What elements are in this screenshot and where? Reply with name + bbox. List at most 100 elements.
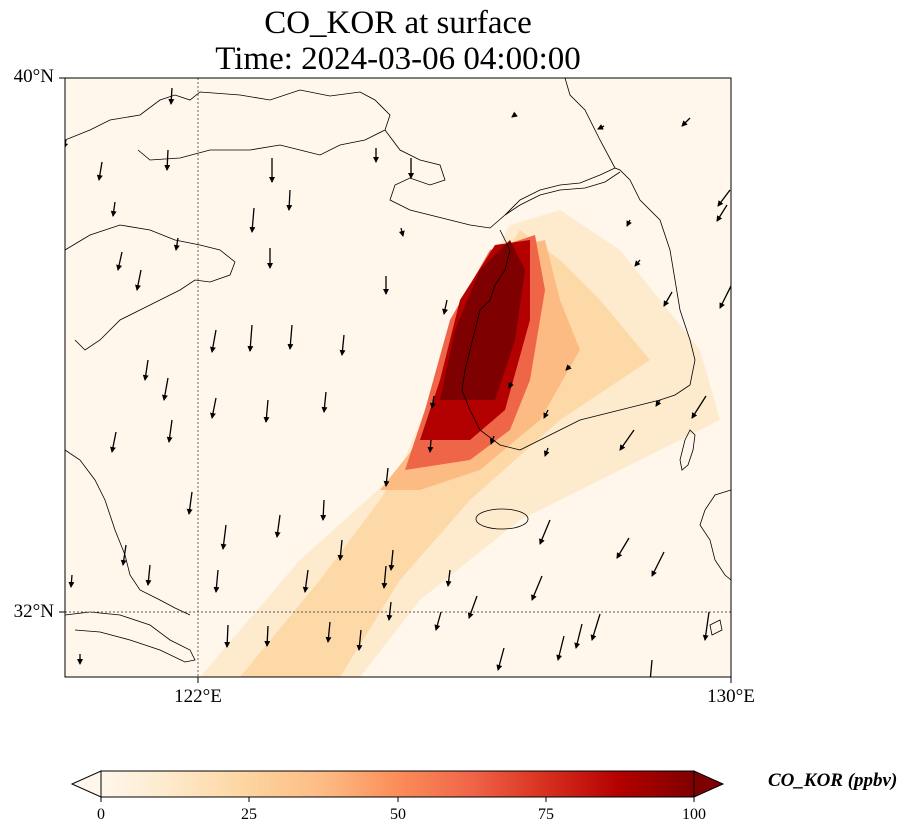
korea-dmz-border (504, 171, 621, 216)
wind-arrow (717, 189, 731, 207)
korea-south-coast (519, 384, 691, 451)
cb-tick-label-50: 50 (390, 806, 406, 823)
lon-label-130e: 130°E (707, 686, 755, 707)
colorbar (70, 770, 725, 802)
wind-arrow (626, 219, 632, 227)
wind-arrow (616, 537, 630, 559)
wind-arrow (286, 189, 293, 211)
wind-arrow (110, 201, 117, 217)
wind-arrow (719, 284, 731, 309)
wind-arrow (434, 611, 442, 631)
wind-arrow (356, 629, 363, 651)
yangtze-estuary (65, 611, 196, 663)
jeju-island (475, 508, 529, 530)
wind-arrow (249, 207, 256, 233)
wind-arrow (263, 399, 270, 423)
cb-tick-label-0: 0 (97, 806, 105, 823)
wind-arrow (220, 524, 227, 550)
wind-arrow (186, 491, 193, 515)
cb-tick-label-100: 100 (682, 806, 706, 823)
liaodong-coast (384, 129, 616, 229)
wind-arrow (383, 467, 390, 487)
colorbar-body (100, 770, 695, 798)
map-title-line2: Time: 2024-03-06 04:00:00 (215, 41, 581, 77)
colorbar-extend-low (70, 770, 102, 798)
lat-label-32n: 32°N (13, 601, 54, 622)
wind-arrow (321, 391, 328, 413)
wind-vectors (65, 87, 731, 677)
wind-arrow (556, 635, 565, 661)
kyushu-coast (699, 489, 731, 581)
wind-arrow (116, 251, 123, 271)
wind-arrow (489, 435, 496, 445)
wind-arrow (531, 575, 543, 601)
wind-arrow (96, 161, 103, 181)
wind-arrow (65, 139, 69, 149)
wind-arrow (135, 269, 142, 291)
wind-arrow (164, 149, 171, 171)
wind-arrow (168, 87, 175, 105)
wind-arrow (209, 329, 217, 353)
wind-arrow (467, 595, 478, 619)
wind-arrow (264, 625, 271, 647)
wind-arrow (339, 334, 346, 356)
wind-arrow (398, 227, 405, 237)
wind-arrow (511, 111, 518, 118)
cb-tick-label-25: 25 (241, 806, 257, 823)
wind-arrow (691, 395, 707, 419)
wind-arrow (210, 397, 217, 419)
korea-east-coast (564, 78, 696, 386)
wind-arrow (388, 549, 395, 571)
wind-arrow (590, 613, 601, 641)
wind-arrow (161, 377, 169, 401)
plume-core (440, 240, 525, 400)
wind-arrow (716, 204, 728, 222)
concentration-field (200, 210, 720, 677)
wind-arrow (619, 429, 635, 451)
wind-arrow (427, 439, 434, 453)
wind-arrow (543, 409, 549, 419)
wind-arrow (142, 359, 149, 381)
map-frame (64, 77, 732, 678)
wind-arrow (702, 611, 710, 641)
wind-arrow (337, 539, 344, 561)
gridlines (65, 78, 731, 677)
wind-arrow (224, 624, 231, 648)
wind-arrow (381, 565, 388, 589)
wind-arrow (274, 514, 281, 538)
wind-arrow (120, 544, 127, 566)
wind-arrow (634, 259, 641, 267)
map-title-line1: CO_KOR at surface (264, 5, 532, 41)
wind-arrow (213, 569, 220, 593)
wind-arrow (442, 299, 448, 315)
wind-arrow (145, 564, 152, 586)
wind-arrow (543, 447, 550, 457)
wind-arrow (539, 519, 551, 545)
wind-arrow (597, 124, 605, 130)
wind-arrow (110, 431, 117, 453)
wind-arrow (320, 499, 327, 521)
lon-label-122e: 122°E (174, 686, 222, 707)
cb-tick-label-75: 75 (538, 806, 554, 823)
wind-arrow (445, 569, 452, 587)
wind-arrow (429, 395, 436, 409)
wind-arrow (68, 574, 75, 588)
wind-arrow (325, 621, 332, 643)
wind-arrow (565, 364, 572, 371)
wind-arrow (681, 117, 691, 127)
wind-arrow (663, 291, 673, 307)
korea-west-coast (461, 229, 521, 451)
colorbar-extend-high (693, 770, 725, 798)
wind-arrow (166, 419, 173, 443)
wind-arrow (287, 324, 294, 350)
wind-arrow (247, 324, 254, 352)
wind-arrow (386, 601, 393, 621)
colorbar-label: CO_KOR (ppbv) (768, 770, 898, 791)
china-coast-north (65, 89, 391, 161)
lat-label-40n: 40°N (13, 66, 54, 87)
wind-arrow (647, 659, 654, 677)
axis-ticks (59, 77, 732, 683)
wind-arrow (173, 237, 180, 251)
tsushima-island (679, 429, 696, 471)
